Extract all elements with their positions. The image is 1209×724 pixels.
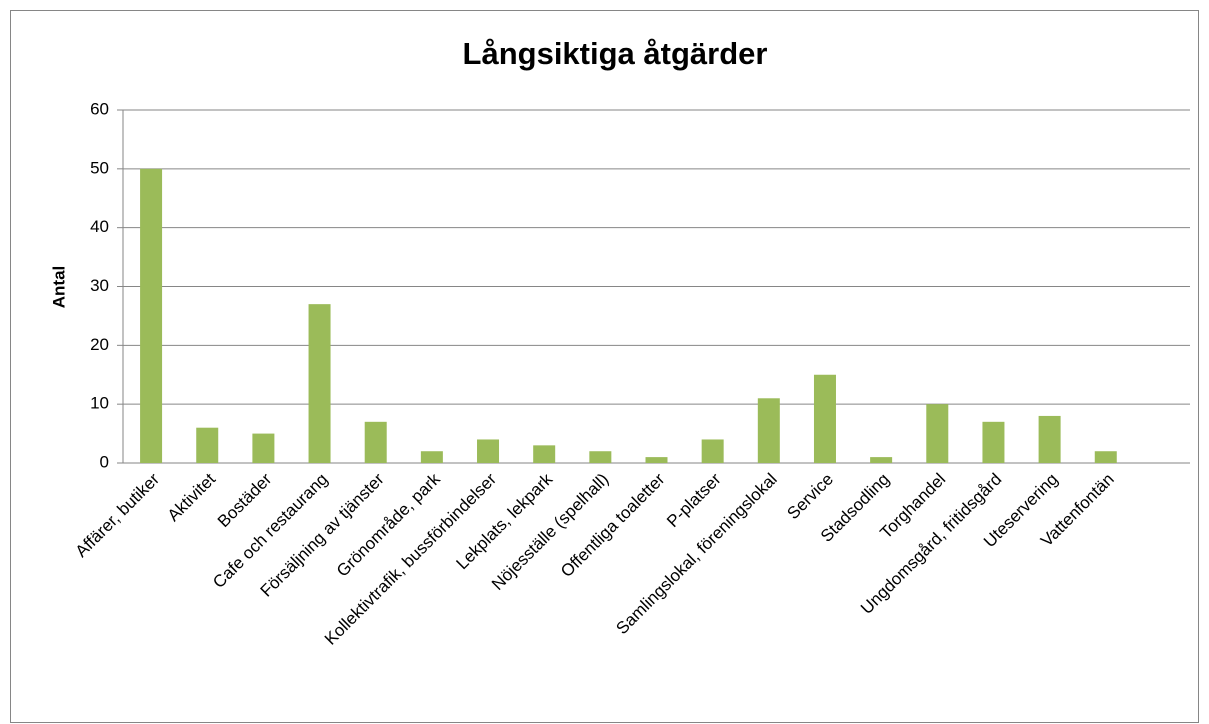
bar: [477, 439, 500, 463]
bar: [589, 451, 612, 463]
y-tick-label: 10: [90, 394, 109, 413]
bar: [701, 439, 724, 463]
y-tick-label: 40: [90, 217, 109, 236]
bar: [982, 421, 1005, 463]
bar: [757, 398, 780, 463]
chart-title: Långsiktiga åtgärder: [463, 36, 768, 71]
bar: [196, 427, 219, 463]
bar: [1038, 415, 1061, 463]
y-tick-label: 20: [90, 335, 109, 354]
bar: [140, 168, 163, 464]
bar: [533, 445, 556, 463]
bar: [308, 304, 331, 463]
bar: [926, 404, 949, 463]
y-tick-label: 50: [90, 158, 109, 177]
bar: [252, 433, 275, 463]
y-tick-label: 60: [90, 99, 109, 118]
y-axis-label: Antal: [49, 266, 68, 309]
bar: [813, 374, 836, 463]
bar: [1094, 451, 1117, 463]
y-tick-label: 30: [90, 276, 109, 295]
bar: [420, 451, 443, 463]
bar: [870, 457, 893, 463]
chart-frame: [10, 10, 1199, 723]
y-tick-label: 0: [100, 452, 109, 471]
bar: [364, 421, 387, 463]
bar: [645, 457, 668, 463]
